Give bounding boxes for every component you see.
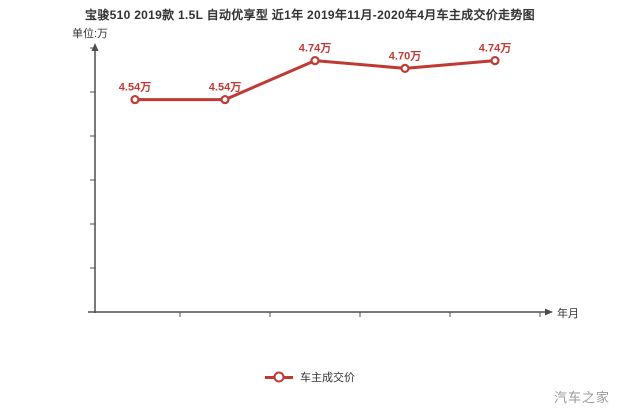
x-axis-label: 年月 bbox=[557, 308, 579, 320]
data-point-label: 4.74万 bbox=[479, 42, 511, 55]
data-point-label: 4.54万 bbox=[119, 81, 151, 94]
data-point-label: 4.70万 bbox=[389, 49, 421, 62]
watermark-autohome: 汽车之家 bbox=[553, 390, 610, 405]
data-point-marker bbox=[220, 94, 230, 105]
data-point-marker bbox=[310, 55, 320, 66]
data-point-marker bbox=[400, 63, 410, 73]
legend: 车主成交价 bbox=[265, 369, 355, 385]
x-axis-arrow bbox=[545, 308, 553, 316]
y-axis-unit-label: 单位:万 bbox=[72, 28, 109, 40]
y-axis-ticks bbox=[90, 47, 95, 269]
data-point-label: 4.54万 bbox=[209, 81, 241, 94]
data-point-label: 4.74万 bbox=[299, 42, 331, 55]
legend-label: 车主成交价 bbox=[300, 372, 355, 384]
legend-line-dot-icon bbox=[265, 371, 293, 383]
data-point-marker bbox=[130, 94, 140, 105]
data-point-marker bbox=[490, 55, 500, 66]
series-line-车主成交价 bbox=[133, 59, 497, 102]
y-axis-arrow bbox=[91, 43, 99, 51]
legend-dot-icon bbox=[273, 371, 285, 383]
chart-title: 宝骏510 2019款 1.5L 自动优享型 近1年 2019年11月-2020… bbox=[85, 8, 535, 22]
x-axis-ticks bbox=[179, 312, 541, 317]
series-layer: 4.54万 4.54万 4.74万 4.70万 4.74万 bbox=[119, 42, 511, 105]
